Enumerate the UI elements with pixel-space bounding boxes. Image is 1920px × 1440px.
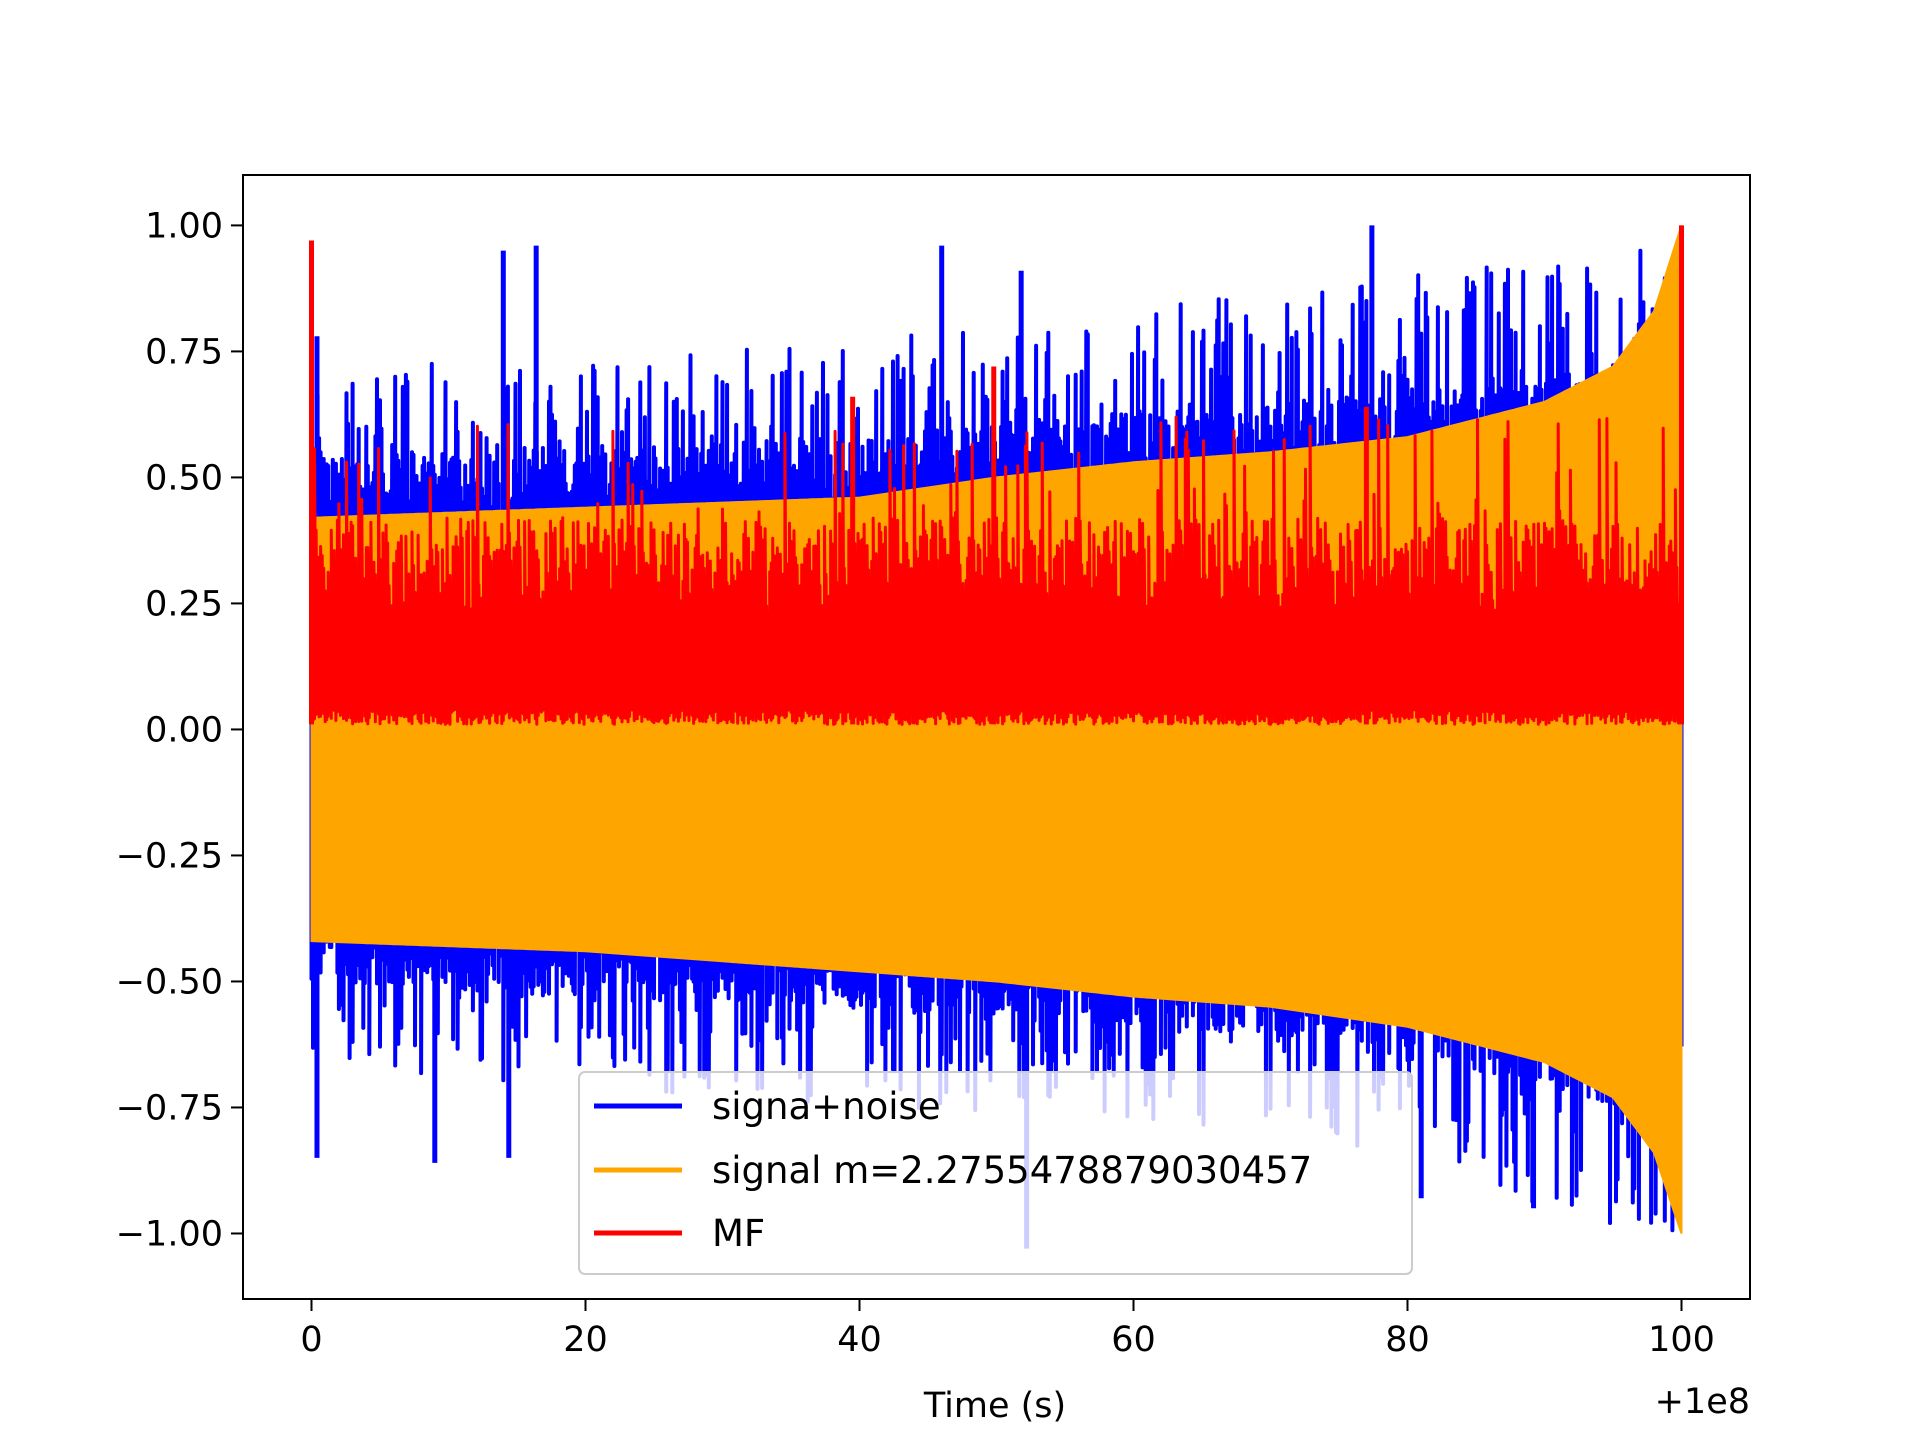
y-tick-label: −0.50 <box>116 962 223 1002</box>
y-tick-label: 0.00 <box>145 710 223 750</box>
x-axis-offset-label: +1e8 <box>1655 1382 1750 1422</box>
y-tick-label: −0.25 <box>116 836 223 876</box>
y-tick-label: 0.50 <box>145 458 223 498</box>
y-axis: 1.00 0.75 0.50 0.25 0.00 −0.25 −0.50 −0.75 −1.00 <box>116 206 243 1254</box>
plot-frame <box>242 174 1751 1300</box>
x-tick-label: 40 <box>837 1320 882 1360</box>
x-tick-label: 60 <box>1111 1320 1156 1360</box>
x-tick-label: 0 <box>300 1320 322 1360</box>
y-tick-label: −1.00 <box>116 1214 223 1254</box>
y-tick-label: 0.75 <box>145 332 223 372</box>
legend-label-signal: signal m=2.2755478879030457 <box>712 1149 1312 1192</box>
y-tick-label: 0.25 <box>145 584 223 624</box>
y-tick-label: −0.75 <box>116 1088 223 1128</box>
series-layer <box>309 225 1684 1249</box>
series-area-signal <box>310 225 1683 1234</box>
x-tick-label: 80 <box>1385 1320 1430 1360</box>
legend: signa+noise signal m=2.2755478879030457 … <box>578 1071 1413 1275</box>
legend-label-mf: MF <box>712 1212 765 1255</box>
x-axis: 0 20 40 60 80 100 <box>300 1299 1715 1360</box>
legend-frame <box>578 1071 1413 1275</box>
y-tick-label: 1.00 <box>145 206 223 246</box>
x-tick-label: 20 <box>563 1320 608 1360</box>
x-tick-label: 100 <box>1648 1320 1715 1360</box>
series-line-mf <box>310 415 1683 726</box>
legend-label-signal-noise: signa+noise <box>712 1085 941 1128</box>
x-axis-label: Time (s) <box>923 1386 1066 1426</box>
